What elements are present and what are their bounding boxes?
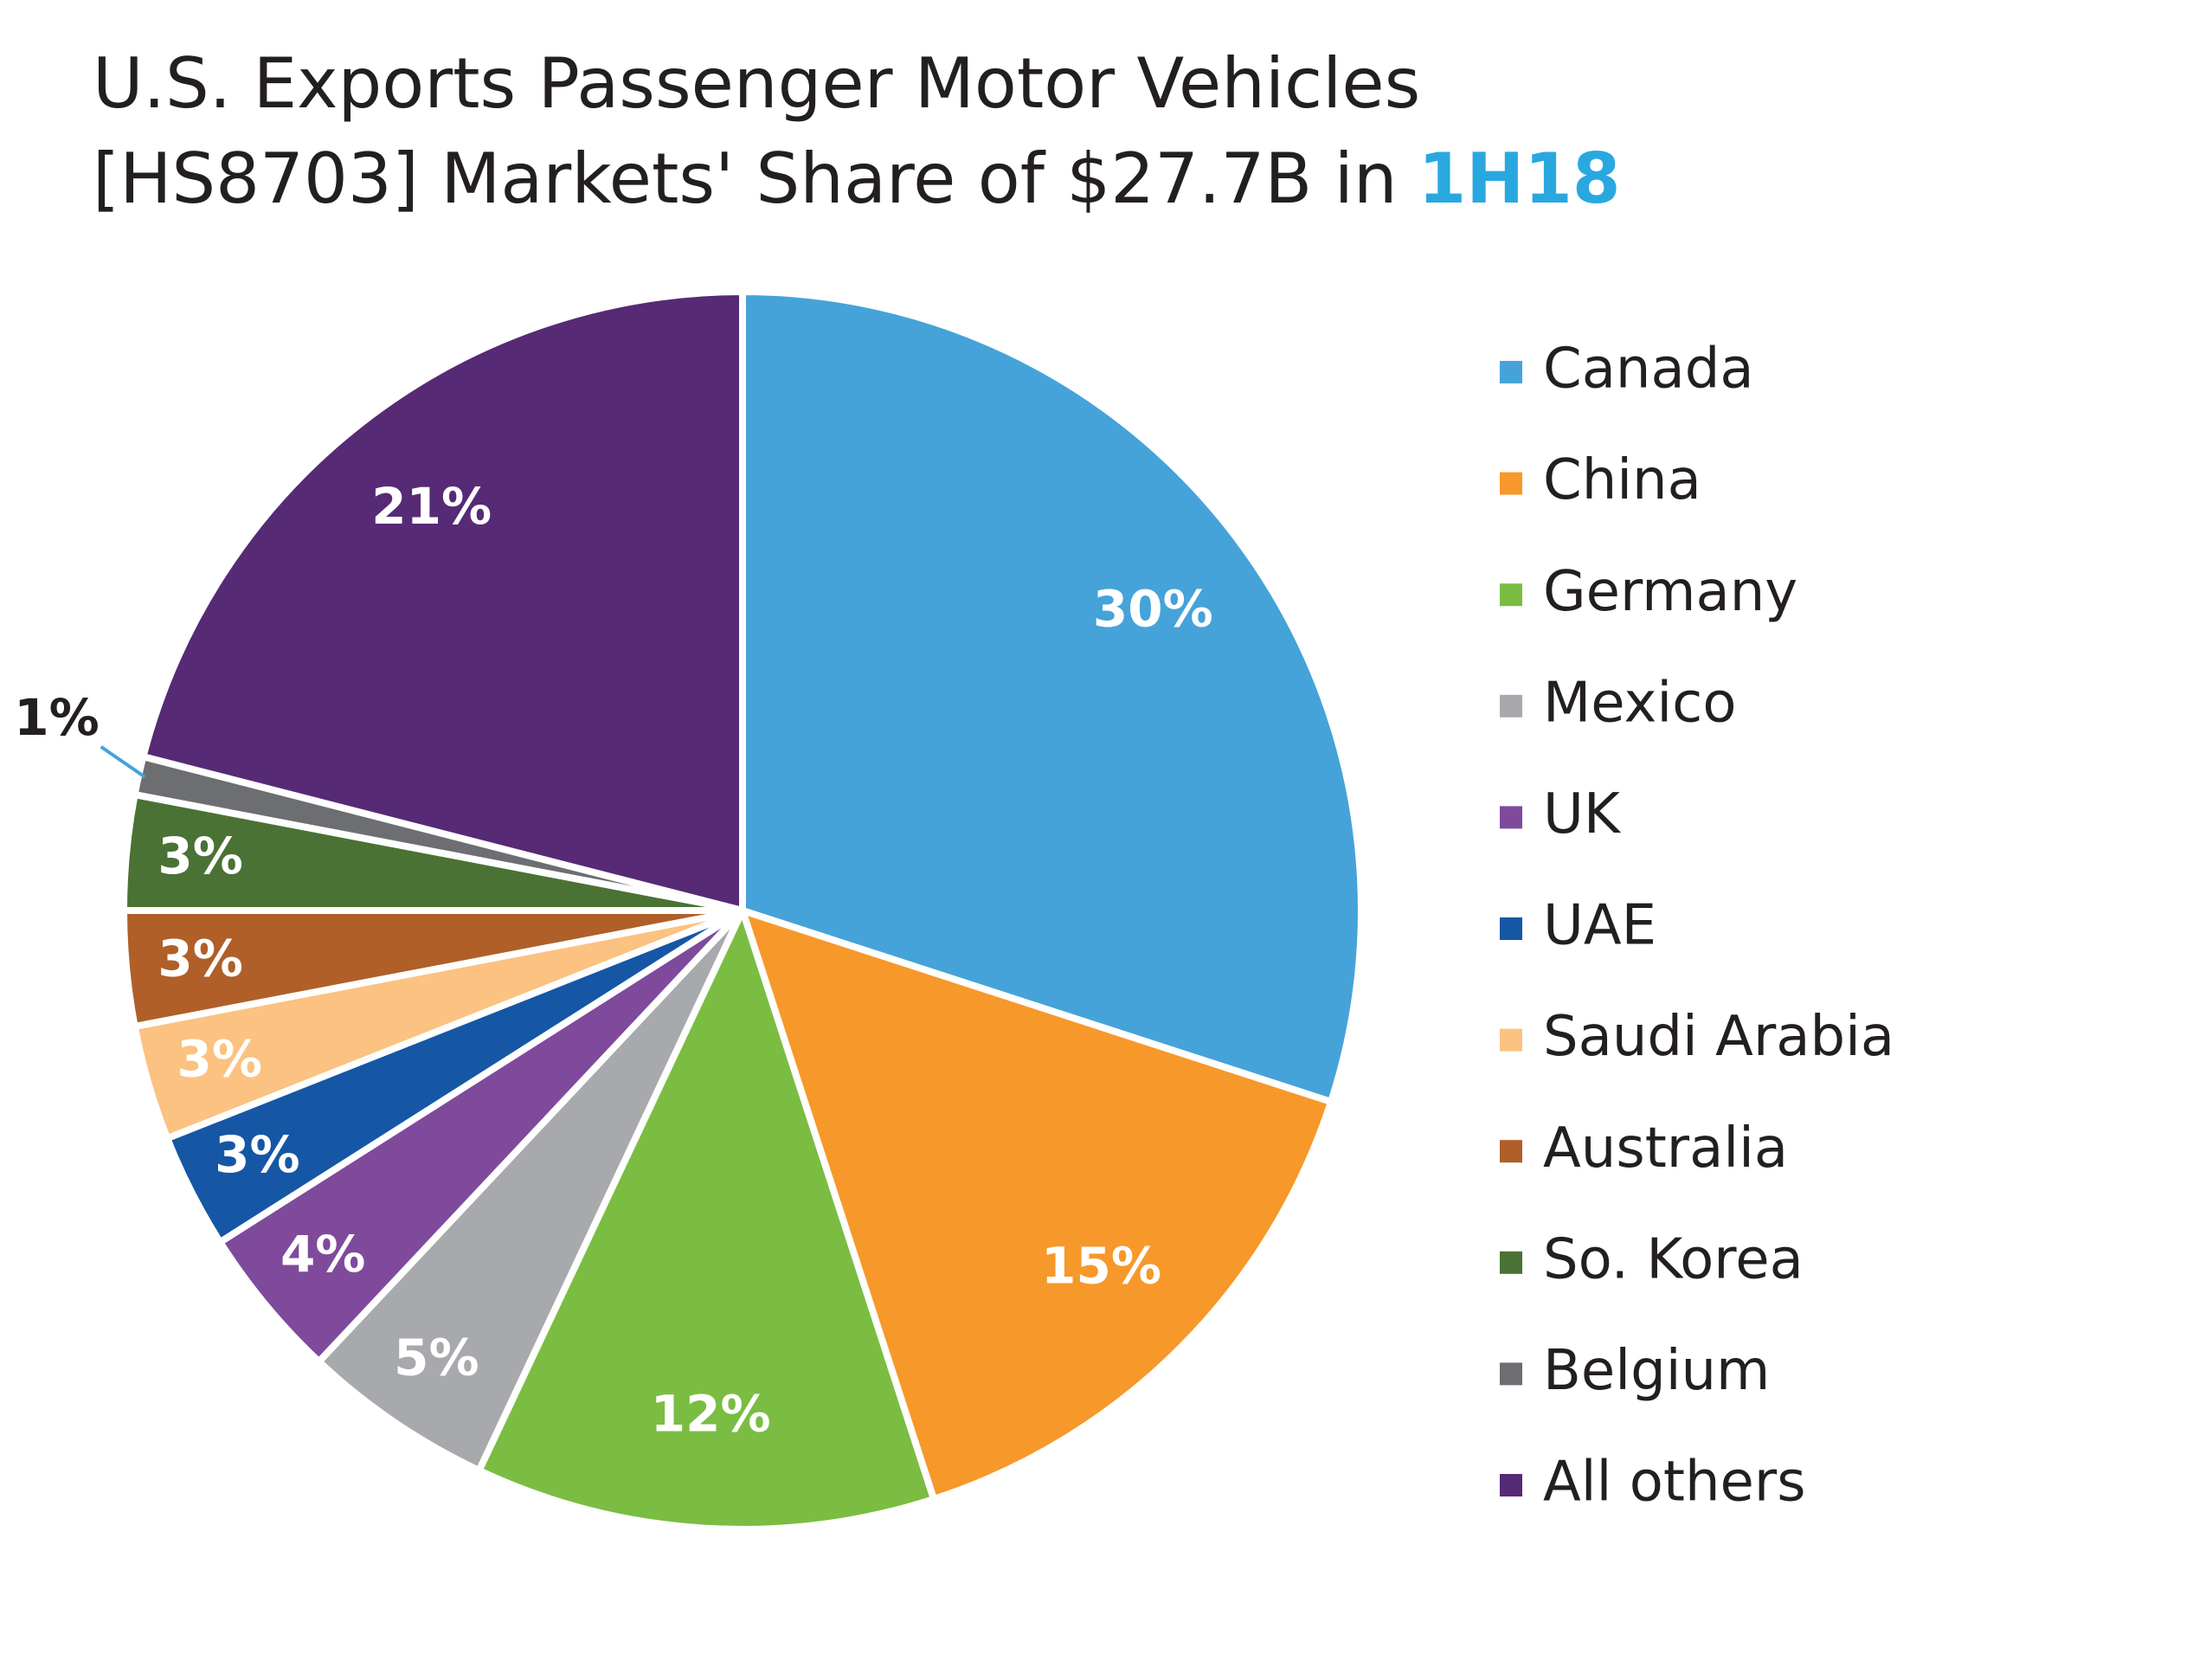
legend-label: Germany	[1543, 560, 1797, 624]
legend-swatch	[1500, 1251, 1522, 1274]
chart-title: [HS8703] Markets' Share of $27.7B in 1H18	[93, 138, 1621, 219]
legend-label: So. Korea	[1543, 1227, 1804, 1291]
legend-swatch	[1500, 917, 1522, 940]
legend-swatch	[1500, 1028, 1522, 1052]
legend-swatch	[1500, 361, 1522, 383]
legend-label: Australia	[1543, 1117, 1788, 1181]
legend-swatch	[1500, 1140, 1522, 1163]
pie-slice	[315, 907, 746, 1474]
legend-label: UAE	[1543, 894, 1656, 958]
legend-label: Mexico	[1543, 671, 1736, 735]
data-label: 5%	[394, 1329, 479, 1387]
legend-swatch	[1500, 583, 1522, 607]
chart-title: U.S. Exports Passenger Motor Vehicles	[93, 43, 1420, 124]
pie-slice	[139, 288, 746, 914]
data-label: 3%	[158, 827, 242, 885]
legend-label: Canada	[1543, 338, 1754, 402]
pie-slice	[475, 907, 937, 1533]
data-label: 3%	[177, 1030, 262, 1089]
data-label: 3%	[158, 929, 242, 988]
chart-title-highlight: 1H18	[1418, 138, 1621, 219]
legend-swatch	[1500, 472, 1522, 495]
legend-label: All others	[1543, 1451, 1806, 1515]
legend-label: UK	[1543, 782, 1622, 846]
data-label: 21%	[371, 477, 492, 536]
legend-swatch	[1500, 694, 1522, 718]
data-label: 15%	[1041, 1237, 1161, 1296]
chart-title-line: [HS8703] Markets' Share of $27.7B in	[93, 138, 1398, 219]
legend-label: China	[1543, 448, 1701, 512]
data-label: 1%	[14, 688, 99, 747]
data-label: 4%	[280, 1225, 365, 1284]
data-label: 12%	[651, 1384, 771, 1443]
pie-slice	[739, 288, 1365, 1105]
data-label: 3%	[215, 1125, 299, 1184]
legend-swatch	[1500, 1474, 1522, 1496]
legend-swatch	[1500, 806, 1522, 829]
legend-swatch	[1500, 1362, 1522, 1386]
data-label: 30%	[1093, 579, 1213, 638]
legend-label: Saudi Arabia	[1543, 1005, 1894, 1069]
legend-label: Belgium	[1543, 1339, 1770, 1403]
pie-slice	[739, 907, 1335, 1503]
leader-line	[100, 745, 146, 779]
